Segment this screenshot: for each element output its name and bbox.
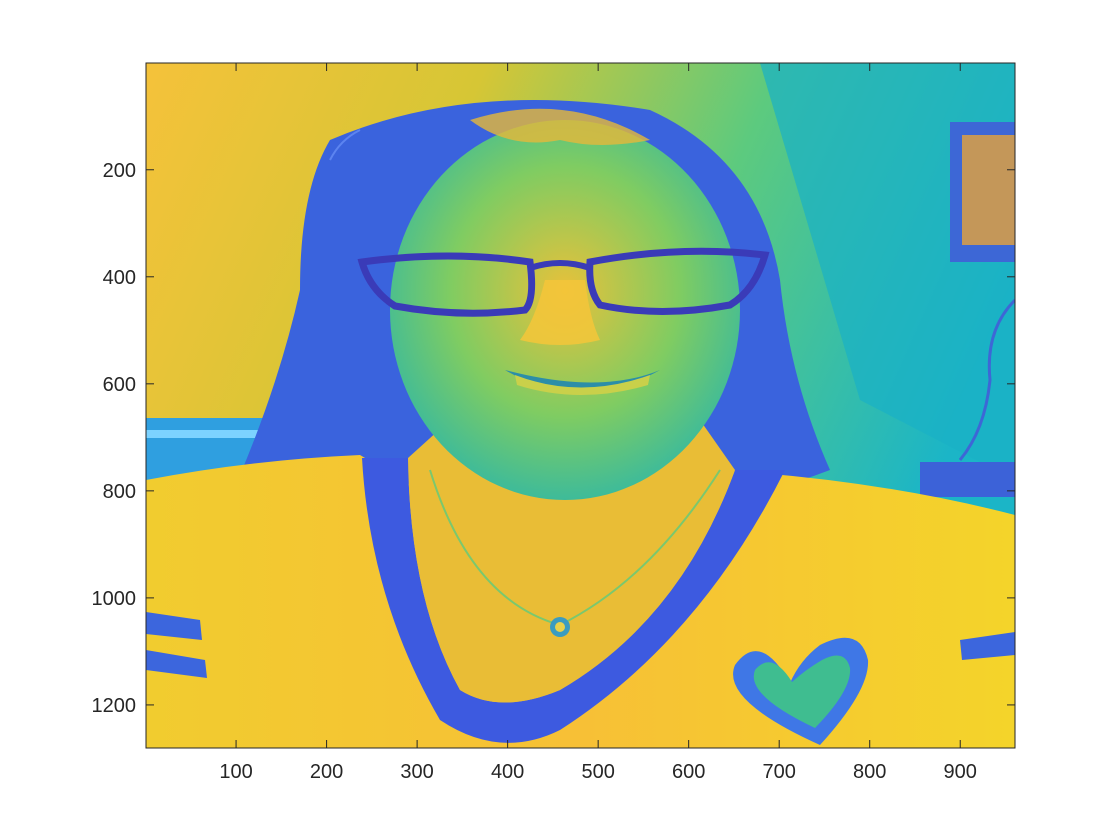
x-tick-label: 900 (944, 761, 977, 783)
y-axis: 200 400 600 800 1000 1200 (92, 160, 1015, 717)
y-tick-label: 200 (103, 160, 136, 182)
y-tick-label: 400 (103, 267, 136, 289)
x-tick-label: 800 (853, 761, 886, 783)
y-tick-label: 1200 (92, 695, 137, 717)
x-tick-label: 700 (763, 761, 796, 783)
x-tick-label: 100 (219, 761, 252, 783)
x-tick-label: 200 (310, 761, 343, 783)
x-axis: 100 200 300 400 500 600 700 800 900 (219, 63, 977, 783)
y-tick-label: 600 (103, 374, 136, 396)
x-tick-label: 400 (491, 761, 524, 783)
x-tick-label: 600 (672, 761, 705, 783)
image-content (146, 63, 1015, 748)
axes-box (145, 62, 1016, 749)
x-tick-label: 500 (581, 761, 614, 783)
y-tick-label: 800 (103, 481, 136, 503)
y-tick-label: 1000 (92, 588, 137, 610)
x-tick-label: 300 (400, 761, 433, 783)
